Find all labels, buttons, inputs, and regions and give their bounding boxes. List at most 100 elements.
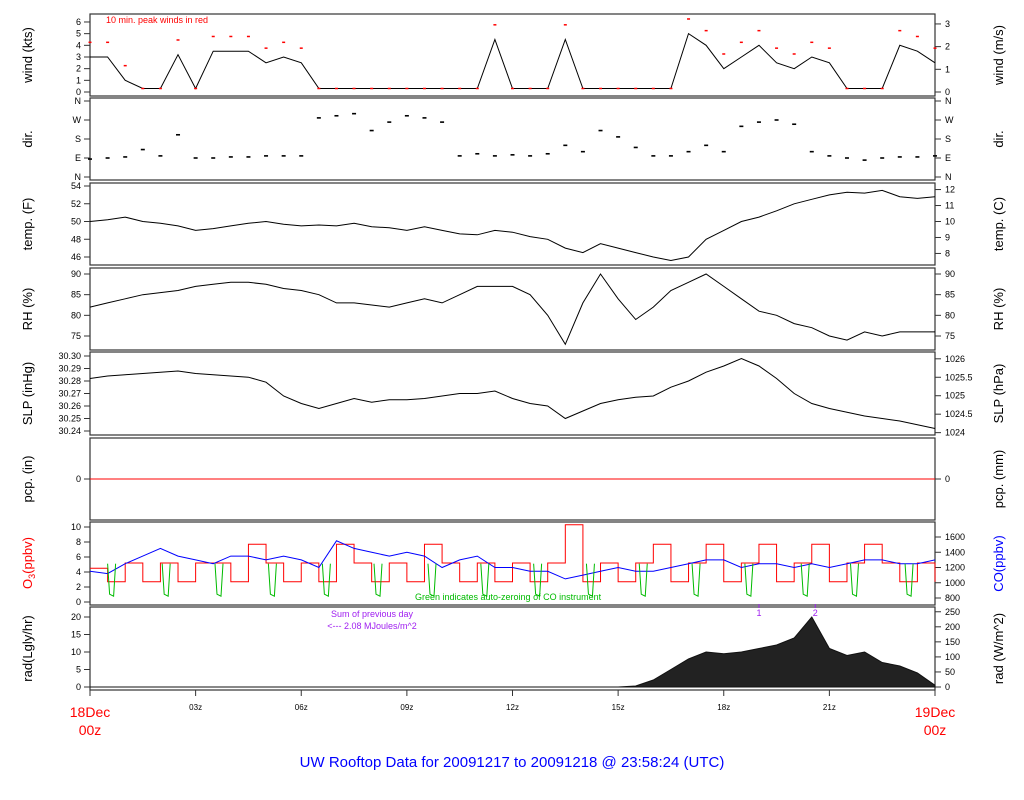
- co-autozero-segment: [800, 563, 810, 597]
- o3-label: O: [20, 579, 35, 589]
- dir-right-tick-label: N: [945, 96, 952, 106]
- x-tick-label: 18z: [717, 703, 730, 712]
- wind-direction-point: [739, 125, 744, 128]
- x-hour-label: 00z: [924, 722, 947, 738]
- rad-left-axis-title: rad(Lgly/hr): [20, 615, 35, 681]
- slp-left-tick-label: 30.26: [58, 401, 81, 411]
- wind-direction-point: [387, 121, 392, 123]
- chem-right-tick-label: 1400: [945, 547, 965, 557]
- wind-left-tick-label: 3: [76, 52, 81, 62]
- slp-left-tick-label: 30.24: [58, 426, 81, 436]
- rad-left-tick-label: 10: [71, 647, 81, 657]
- wind-direction-point: [158, 155, 163, 157]
- slp-right-axis-title: SLP (hPa): [991, 364, 1006, 424]
- radiation-area: [90, 616, 936, 688]
- temp-left-tick-label: 52: [71, 199, 81, 209]
- dir-right-tick-label: W: [945, 115, 954, 125]
- wind-direction-point: [492, 155, 497, 157]
- humidity-line: [89, 273, 935, 346]
- dir-right-axis-title: dir.: [991, 130, 1006, 147]
- co-autozero-segment: [427, 563, 437, 597]
- pcp-left-axis-title: pcp. (in): [20, 456, 35, 503]
- rad-left-tick-label: 5: [76, 665, 81, 675]
- peak-wind-annotation: 10 min. peak winds in red: [106, 15, 208, 25]
- wind-direction-point: [123, 156, 128, 158]
- o3-subscript: 3: [27, 574, 37, 579]
- rh-left-axis-title: RH (%): [20, 288, 35, 331]
- rad-left-tick-label: 15: [71, 630, 81, 640]
- wind-speed-line: [90, 32, 936, 90]
- wind-direction-point: [756, 121, 761, 123]
- pcp-left-tick-label: 0: [76, 474, 81, 484]
- co-autozero-segment: [161, 563, 171, 597]
- slp-right-tick-label: 1025.5: [945, 372, 973, 382]
- dir-left-tick-label: N: [75, 96, 82, 106]
- ozone-line: [90, 524, 936, 583]
- wind-direction-point: [316, 117, 321, 119]
- x-date-label: 19Dec: [915, 704, 955, 720]
- rh-panel-frame: [89, 267, 936, 351]
- dir-right-tick-label: S: [945, 134, 951, 144]
- wind-left-tick-label: 2: [76, 64, 81, 74]
- x-date-label: 18Dec: [70, 704, 110, 720]
- rad-right-tick-label: 250: [945, 607, 960, 617]
- wind-direction-point: [598, 129, 603, 132]
- wind-direction-point: [281, 155, 286, 157]
- x-hour-label: 00z: [79, 722, 102, 738]
- rad-right-tick-label: 0: [945, 682, 950, 692]
- slp-right-tick-label: 1026: [945, 354, 965, 364]
- temp-left-tick-label: 54: [71, 181, 81, 191]
- wind-direction-point: [633, 146, 638, 149]
- wind-direction-point: [528, 155, 533, 157]
- rad-left-tick-label: 20: [71, 612, 81, 622]
- co-autozero-segment: [744, 563, 754, 597]
- temperature-line: [89, 189, 936, 262]
- wind-right-tick-label: 1: [945, 64, 950, 74]
- rad-right-axis-title: rad (W/m^2): [991, 613, 1006, 684]
- wind-left-tick-label: 4: [76, 40, 81, 50]
- rh-right-tick-label: 90: [945, 269, 955, 279]
- temp-panel-frame: [89, 182, 936, 266]
- slp-left-tick-label: 30.29: [58, 364, 81, 374]
- chem-right-tick-label: 800: [945, 593, 960, 603]
- rad-left-tick-label: 0: [76, 682, 81, 692]
- wind-direction-point: [422, 117, 427, 119]
- wind-direction-point: [651, 155, 656, 157]
- slp-left-tick-label: 30.30: [58, 351, 81, 361]
- dir-left-tick-label: E: [75, 153, 81, 163]
- wind-direction-point: [616, 136, 621, 138]
- autozero-annotation: Green indicates auto-zeroing of CO instr…: [415, 592, 602, 602]
- wind-direction-point: [933, 155, 937, 157]
- rh-left-tick-label: 80: [71, 310, 81, 320]
- temp-right-tick-label: 12: [945, 185, 955, 195]
- wind-right-axis-title: wind (m/s): [991, 25, 1006, 86]
- wind-direction-point: [334, 114, 339, 117]
- wind-direction-point: [809, 150, 814, 153]
- chem-right-axis-title: CO(ppbv): [991, 535, 1006, 591]
- x-tick-label: 12z: [506, 703, 519, 712]
- wind-left-tick-label: 6: [76, 17, 81, 27]
- wind-direction-point: [457, 155, 462, 157]
- wind-direction-point: [721, 150, 726, 153]
- dir-panel-frame: [89, 97, 936, 181]
- wind-direction-point: [827, 155, 832, 157]
- co-autozero-segment: [214, 563, 224, 597]
- co-autozero-segment: [321, 563, 331, 597]
- wind-direction-point: [352, 112, 357, 115]
- x-tick-label: 21z: [823, 703, 836, 712]
- wind-direction-point: [246, 156, 251, 158]
- rh-right-tick-label: 80: [945, 310, 955, 320]
- wind-panel-frame: [89, 13, 936, 97]
- chem-left-tick-label: 0: [76, 597, 81, 607]
- wind-direction-point: [369, 129, 374, 132]
- chem-left-tick-label: 6: [76, 552, 81, 562]
- slp-right-tick-label: 1024.5: [945, 409, 973, 419]
- rh-right-tick-label: 75: [945, 331, 955, 341]
- wind-direction-point: [545, 152, 550, 155]
- chem-left-axis-title: O3(ppbv): [20, 537, 37, 589]
- wind-direction-point: [140, 148, 145, 151]
- wind-direction-point: [897, 156, 902, 158]
- temp-right-tick-label: 10: [945, 217, 955, 227]
- co-autozero-segment: [373, 563, 383, 597]
- pcp-right-axis-title: pcp. (mm): [991, 450, 1006, 509]
